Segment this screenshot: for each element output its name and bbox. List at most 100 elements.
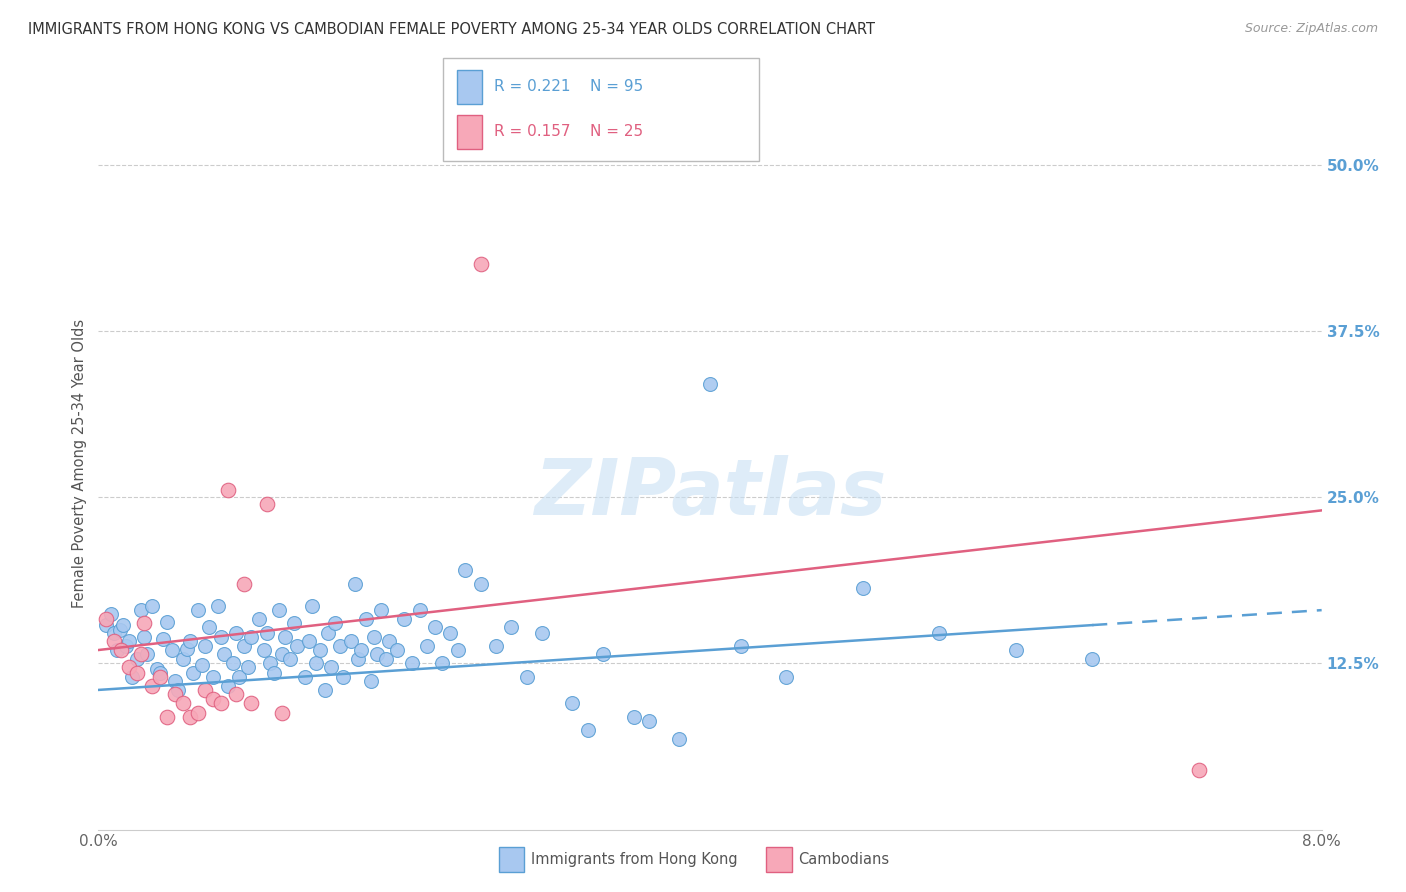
Point [232,576,254,591]
Point [285,639,308,653]
Point [385,643,408,657]
Point [240,696,263,710]
Point [350,643,373,657]
Point [129,647,152,661]
Point [212,647,235,661]
Point [187,706,209,720]
Point [172,696,194,710]
Point [439,625,461,640]
Point [319,660,342,674]
Point [141,679,163,693]
Point [179,633,201,648]
Point [232,639,254,653]
Point [222,657,245,671]
Point [202,692,225,706]
Point [366,647,388,661]
Point [125,652,148,666]
Point [121,670,143,684]
Text: R = 0.221    N = 95: R = 0.221 N = 95 [494,79,643,95]
Point [105,643,128,657]
Point [247,612,270,626]
Point [325,616,347,631]
Point [928,625,950,640]
Point [378,633,401,648]
Point [167,682,190,697]
Point [103,633,125,648]
Point [225,687,247,701]
Point [94,612,117,626]
Point [149,670,172,684]
Point [263,665,285,680]
Point [111,617,134,632]
Point [240,630,263,644]
Point [775,670,797,684]
Point [125,665,148,680]
Point [209,696,232,710]
Point [181,665,204,680]
Point [852,581,875,595]
Point [136,647,159,661]
Point [252,643,274,657]
Point [332,670,354,684]
Point [278,652,301,666]
Point [118,633,141,648]
Point [197,620,219,634]
Point [274,630,297,644]
Point [217,679,239,693]
Point [259,657,281,671]
Point [141,599,163,614]
Point [176,641,198,656]
Point [238,660,260,674]
Point [309,643,332,657]
Point [530,625,553,640]
Point [160,643,183,657]
Point [270,706,294,720]
Text: Source: ZipAtlas.com: Source: ZipAtlas.com [1244,22,1378,36]
Point [194,639,217,653]
Point [202,670,225,684]
Point [668,732,690,747]
Point [134,616,156,631]
Point [294,670,316,684]
Point [339,633,361,648]
Point [225,625,247,640]
Point [152,632,174,647]
Point [344,576,367,591]
Point [1004,643,1026,657]
Point [447,643,470,657]
Text: Cambodians: Cambodians [799,853,890,867]
Point [363,630,385,644]
Point [256,625,278,640]
Point [432,657,454,671]
Point [172,652,194,666]
Point [408,603,430,617]
Point [156,615,179,629]
Point [187,603,209,617]
Point [329,639,352,653]
Point [108,623,131,637]
Point [576,723,599,737]
Point [194,682,217,697]
Point [115,639,138,653]
Point [191,657,214,672]
Point [1081,652,1104,666]
Point [94,617,117,632]
Point [149,665,172,680]
Point [485,639,508,653]
Point [354,612,377,626]
Point [360,673,382,688]
Point [179,709,201,723]
Point [638,714,661,728]
Point [699,377,721,392]
Point [163,673,186,688]
Point [501,620,523,634]
Y-axis label: Female Poverty Among 25-34 Year Olds: Female Poverty Among 25-34 Year Olds [72,319,87,608]
Text: ZIPatlas: ZIPatlas [534,455,886,531]
Point [301,599,323,614]
Text: R = 0.157    N = 25: R = 0.157 N = 25 [494,124,643,139]
Point [156,709,179,723]
Point [561,696,583,710]
Point [163,687,186,701]
Point [209,630,232,644]
Point [730,639,752,653]
